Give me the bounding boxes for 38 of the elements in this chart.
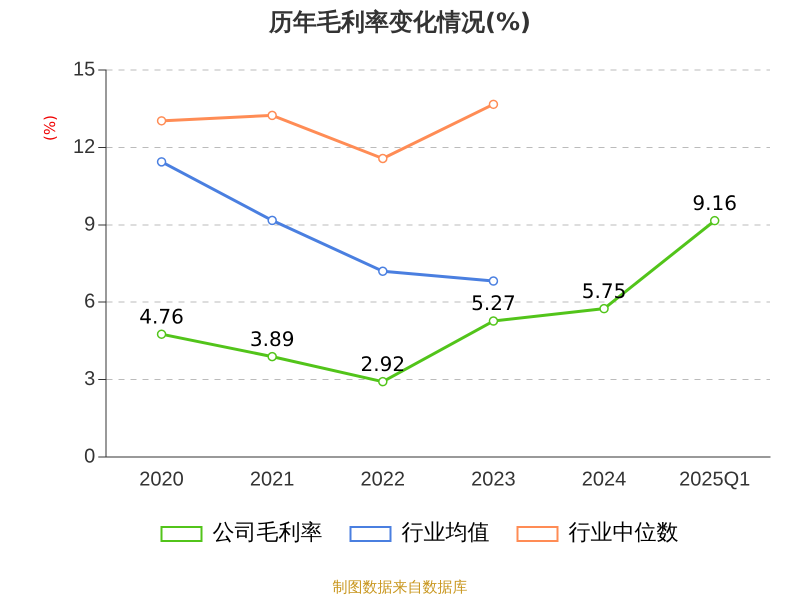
y-tick-label: 15 [72, 58, 96, 81]
x-tick-label: 2021 [250, 468, 294, 491]
x-tick-label: 2024 [582, 468, 626, 491]
chart-title: 历年毛利率变化情况(%) [268, 7, 532, 38]
point [599, 304, 609, 314]
point [488, 100, 498, 110]
point [156, 157, 166, 167]
y-axis-title: (%) [41, 115, 59, 141]
y-tick-label: 0 [84, 446, 96, 468]
y-tick-label: 3 [84, 368, 96, 390]
y-tick-label: 12 [72, 136, 96, 158]
point [378, 376, 388, 386]
point [267, 110, 277, 120]
legend-label: 行业中位数 [568, 520, 678, 546]
point [710, 216, 720, 226]
x-tick-label: 2025Q1 [679, 468, 750, 491]
point [267, 216, 277, 226]
data-label: 3.89 [250, 326, 294, 351]
point [156, 329, 166, 339]
point [488, 316, 498, 326]
data-label: 4.76 [139, 304, 184, 328]
data-label: 2.92 [360, 352, 406, 376]
x-tick-label: 2022 [360, 468, 406, 491]
point [156, 116, 166, 126]
x-tick-label: 2023 [471, 468, 516, 491]
data-label: 5.27 [471, 291, 516, 316]
point [378, 154, 388, 164]
x-tick-label: 2020 [139, 468, 184, 491]
y-tick-label: 9 [84, 213, 96, 236]
legend-label: 公司毛利率 [212, 520, 322, 546]
data-label: 5.75 [582, 278, 626, 303]
data-label: 9.16 [692, 190, 737, 215]
point [488, 276, 498, 286]
y-tick-label: 6 [84, 290, 96, 313]
text: 制图数据来自数据库 [332, 578, 468, 597]
point [267, 352, 277, 362]
legend-label: 行业均值 [402, 520, 490, 546]
point [378, 266, 388, 276]
